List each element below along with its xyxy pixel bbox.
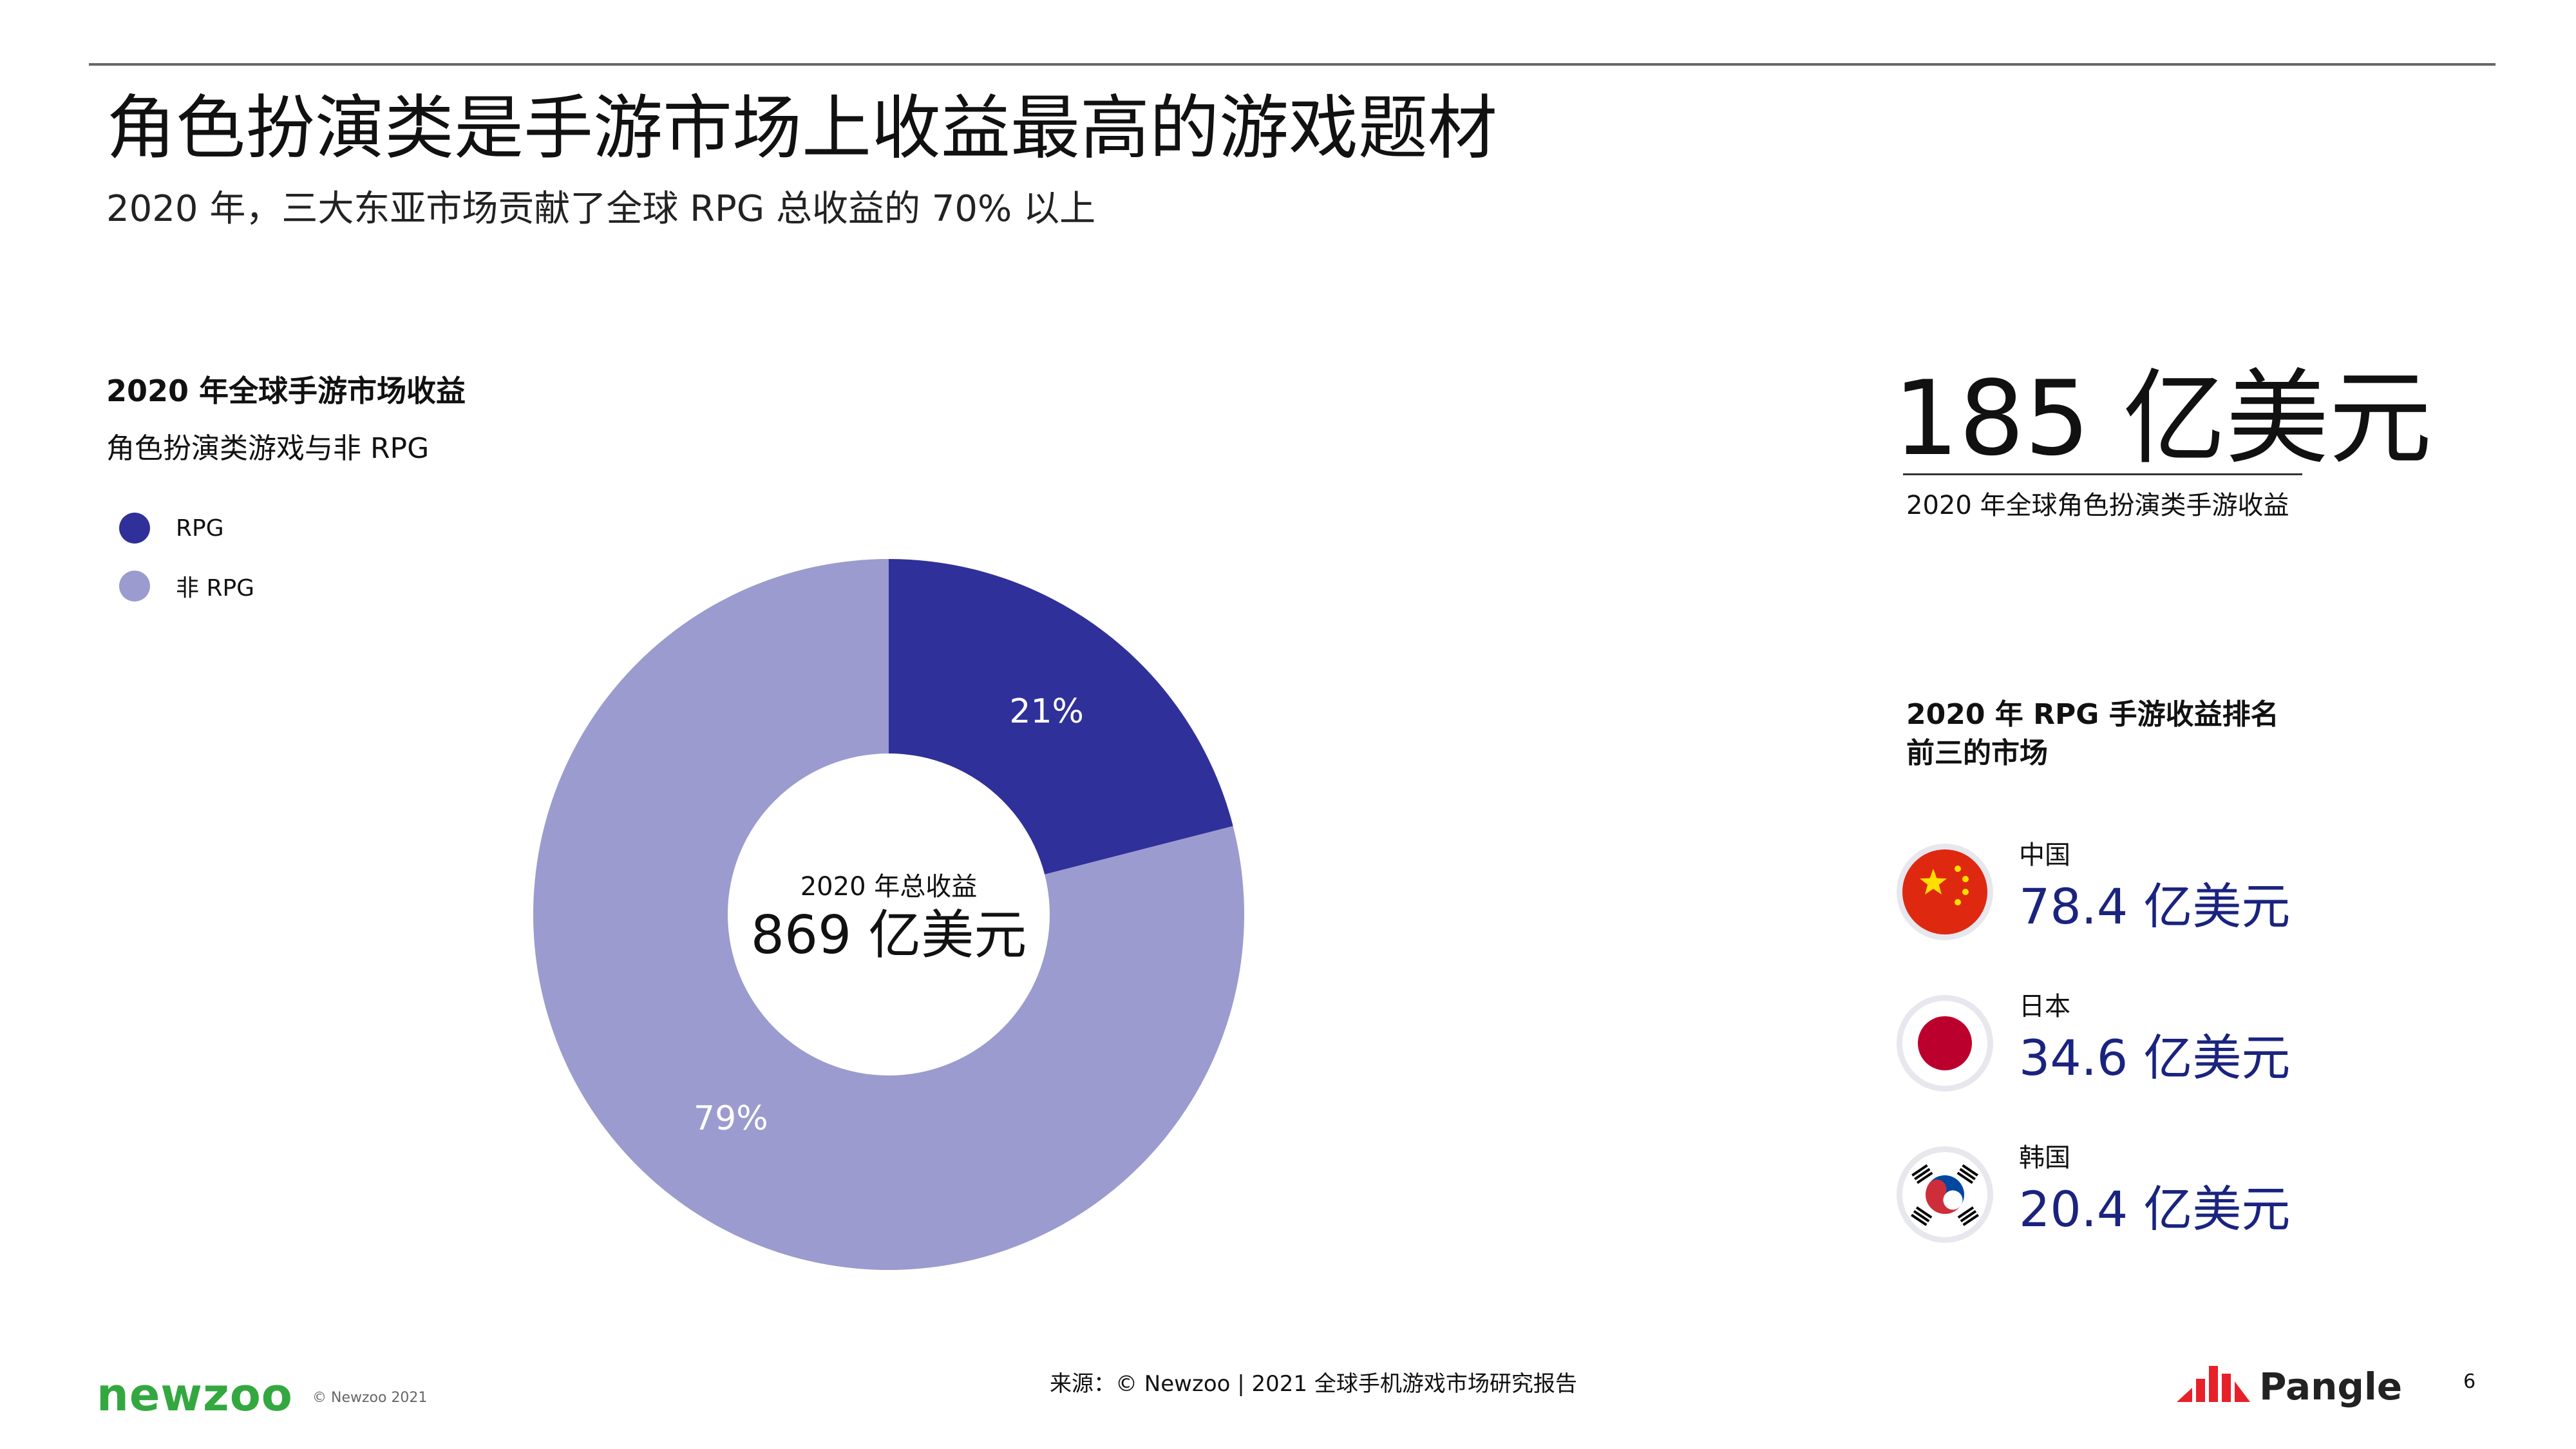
legend-label: RPG: [176, 515, 224, 542]
korea-flag-icon: [1902, 1152, 1987, 1237]
chart-subtitle: 角色扮演类游戏与非 RPG: [106, 432, 430, 465]
market-item-china: 中国 78.4 亿美元: [1897, 837, 2315, 940]
market-name: 韩国: [2019, 1143, 2070, 1173]
source-text: 来源：© Newzoo | 2021 全球手机游戏市场研究报告: [1050, 1371, 1577, 1397]
market-revenue: 20.4 亿美元: [2019, 1180, 2291, 1238]
page-number: 6: [2463, 1370, 2476, 1393]
china-flag-icon: [1902, 849, 1987, 934]
donut-hole: [728, 753, 1050, 1075]
rpg-revenue-caption: 2020 年全球角色扮演类手游收益: [1906, 491, 2289, 520]
legend-label: 非 RPG: [176, 575, 255, 601]
page-title: 角色扮演类是手游市场上收益最高的游戏题材: [106, 88, 1498, 169]
market-revenue: 78.4 亿美元: [2019, 878, 2291, 935]
market-name: 日本: [2019, 992, 2070, 1021]
pangle-wordmark: Pangle: [2259, 1365, 2402, 1408]
flag-frame: [1897, 1146, 1993, 1243]
slice-label: 79%: [694, 1099, 768, 1138]
flag-frame: [1897, 844, 1993, 940]
center-value: 869 亿美元: [751, 905, 1027, 966]
legend-item-rpg: RPG: [119, 509, 224, 547]
flag-frame: [1897, 995, 1993, 1092]
top-markets-title: 2020 年 RPG 手游收益排名前三的市场: [1906, 698, 2279, 770]
legend-swatch-rpg: [119, 513, 150, 544]
market-name: 中国: [2019, 840, 2070, 870]
page-subtitle: 2020 年，三大东亚市场贡献了全球 RPG 总收益的 70% 以上: [106, 188, 1096, 230]
copyright-text: © Newzoo 2021: [312, 1390, 428, 1406]
highlight-divider: [1903, 473, 2302, 475]
market-item-japan: 日本 34.6 亿美元: [1897, 989, 2315, 1092]
japan-flag-icon: [1902, 1001, 1987, 1086]
rpg-revenue-highlight: 185 亿美元: [1893, 358, 2432, 478]
market-item-korea: 韩国 20.4 亿美元: [1897, 1140, 2315, 1243]
donut-chart: 21% 79% 2020 年总收益 869 亿美元: [533, 559, 1245, 1271]
chart-title: 2020 年全球手游市场收益: [106, 374, 466, 408]
pangle-logo: Pangle: [2177, 1365, 2402, 1408]
slice-label: 21%: [1009, 692, 1084, 731]
center-caption: 2020 年总收益: [800, 872, 978, 902]
top-divider: [89, 63, 2496, 66]
legend-item-non-rpg: 非 RPG: [119, 567, 254, 605]
legend-swatch-non-rpg: [119, 571, 150, 601]
newzoo-logo: newzoo: [97, 1368, 293, 1421]
market-revenue: 34.6 亿美元: [2019, 1029, 2291, 1086]
